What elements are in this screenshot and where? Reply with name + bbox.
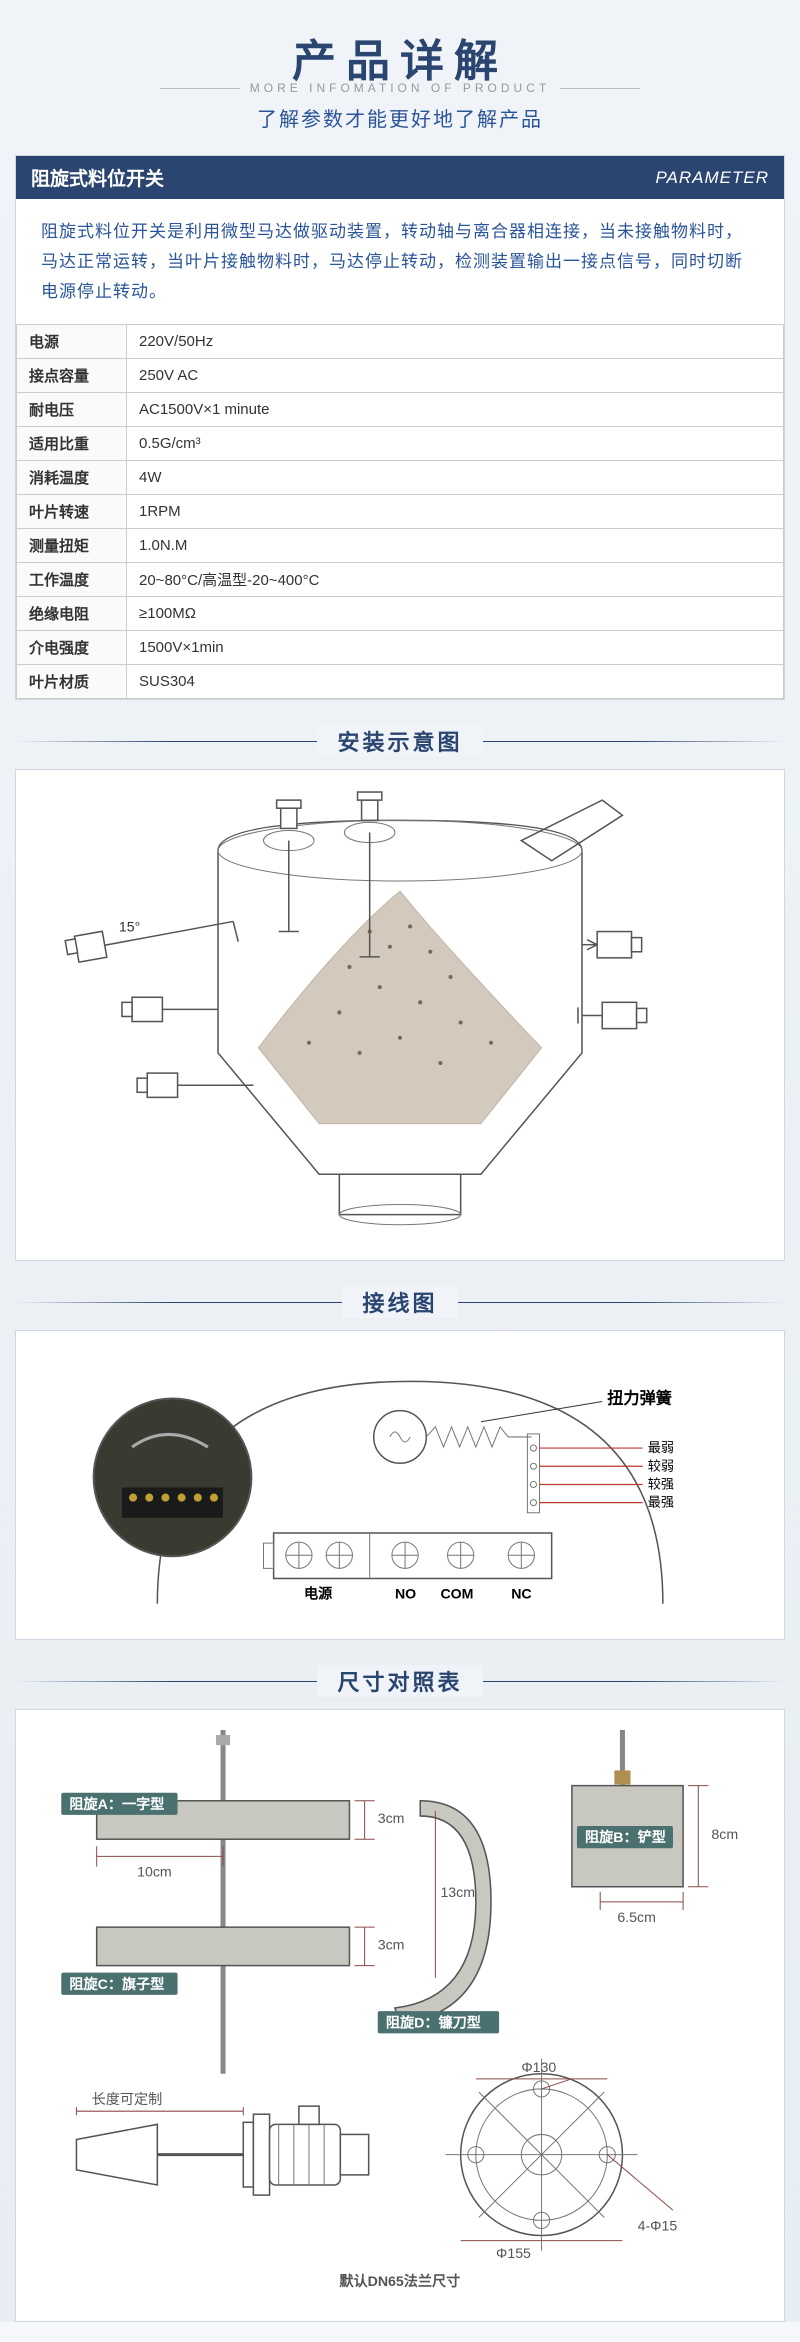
spec-key: 耐电压	[17, 393, 127, 427]
spec-row: 接点容量250V AC	[17, 359, 784, 393]
spec-value: 0.5G/cm³	[127, 427, 784, 461]
spec-value: AC1500V×1 minute	[127, 393, 784, 427]
section-title-dimensions: 尺寸对照表	[0, 1665, 800, 1697]
type-c-label: 阻旋C：旗子型	[69, 1976, 164, 1992]
spec-row: 叶片转速1RPM	[17, 495, 784, 529]
panel-title: 阻旋式料位开关	[31, 164, 164, 191]
dim-b-w: 6.5cm	[617, 1909, 656, 1925]
spec-key: 叶片材质	[17, 665, 127, 699]
header-title: 产品详解	[0, 25, 800, 89]
header-subtitle-en: MORE INFOMATION OF PRODUCT	[0, 81, 800, 95]
terminal-nc: NC	[511, 1586, 531, 1602]
install-diagram: 15°	[15, 769, 785, 1261]
parameter-panel-header: 阻旋式料位开关 PARAMETER	[16, 156, 784, 199]
parameter-panel: 阻旋式料位开关 PARAMETER 阻旋式料位开关是利用微型马达做驱动装置，转动…	[15, 155, 785, 700]
spec-value: ≥100MΩ	[127, 597, 784, 631]
spec-value: SUS304	[127, 665, 784, 699]
spec-row: 耐电压AC1500V×1 minute	[17, 393, 784, 427]
spec-row: 适用比重0.5G/cm³	[17, 427, 784, 461]
dim-c-h: 3cm	[378, 1936, 405, 1952]
spec-row: 绝缘电阻≥100MΩ	[17, 597, 784, 631]
spec-value: 1500V×1min	[127, 631, 784, 665]
page-header: 产品详解 MORE INFOMATION OF PRODUCT 了解参数才能更好…	[0, 0, 800, 147]
spec-value: 250V AC	[127, 359, 784, 393]
spec-value: 20~80°C/高温型-20~400°C	[127, 563, 784, 597]
flange-d2: Φ155	[496, 2245, 531, 2261]
terminal-com: COM	[440, 1586, 473, 1602]
spec-key: 适用比重	[17, 427, 127, 461]
parameter-description: 阻旋式料位开关是利用微型马达做驱动装置，转动轴与离合器相连接，当未接触物料时，马…	[16, 199, 784, 324]
dim-d-h: 13cm	[440, 1884, 475, 1900]
spec-key: 绝缘电阻	[17, 597, 127, 631]
spec-key: 电源	[17, 325, 127, 359]
spec-key: 测量扭矩	[17, 529, 127, 563]
spec-row: 测量扭矩1.0N.M	[17, 529, 784, 563]
spec-table: 电源220V/50Hz接点容量250V AC耐电压AC1500V×1 minut…	[16, 324, 784, 699]
flange-note: 默认DN65法兰尺寸	[339, 2273, 460, 2289]
strength-2: 较弱	[648, 1458, 674, 1473]
dim-b-h: 8cm	[711, 1826, 738, 1842]
spec-row: 电源220V/50Hz	[17, 325, 784, 359]
spec-row: 介电强度1500V×1min	[17, 631, 784, 665]
type-b-label: 阻旋B：铲型	[585, 1829, 666, 1845]
header-subtitle-cn: 了解参数才能更好地了解产品	[0, 103, 800, 132]
strength-4: 最强	[648, 1495, 674, 1510]
section-title-wiring: 接线图	[0, 1286, 800, 1318]
custom-length: 长度可定制	[92, 2091, 163, 2107]
angle-label: 15°	[119, 919, 140, 935]
spec-row: 消耗温度4W	[17, 461, 784, 495]
strength-3: 较强	[648, 1477, 674, 1492]
spec-value: 4W	[127, 461, 784, 495]
spec-row: 工作温度20~80°C/高温型-20~400°C	[17, 563, 784, 597]
spec-key: 工作温度	[17, 563, 127, 597]
spring-label: 扭力弹簧	[607, 1389, 672, 1408]
wiring-diagram: 最弱 较弱 较强 最强 扭力弹簧 电源 NO COM NC	[15, 1330, 785, 1640]
type-a-label: 阻旋A：一字型	[69, 1796, 164, 1812]
strength-1: 最弱	[648, 1440, 674, 1455]
terminal-no: NO	[395, 1586, 416, 1602]
flange-d1: Φ130	[521, 2059, 556, 2075]
spec-value: 1.0N.M	[127, 529, 784, 563]
spec-row: 叶片材质SUS304	[17, 665, 784, 699]
spec-key: 消耗温度	[17, 461, 127, 495]
dim-a-len: 10cm	[137, 1864, 172, 1880]
panel-title-en: PARAMETER	[655, 168, 769, 188]
dim-a-h: 3cm	[378, 1810, 405, 1826]
section-title-install: 安装示意图	[0, 725, 800, 757]
dimensions-diagram: 阻旋A：一字型 3cm 10cm 阻旋C：旗子型 3cm 阻旋D：镰刀型 13c…	[15, 1709, 785, 2322]
spec-key: 介电强度	[17, 631, 127, 665]
spec-key: 叶片转速	[17, 495, 127, 529]
type-d-label: 阻旋D：镰刀型	[386, 2014, 481, 2030]
terminal-power: 电源	[304, 1586, 333, 1602]
flange-d3: 4-Φ15	[638, 2217, 678, 2233]
spec-value: 220V/50Hz	[127, 325, 784, 359]
spec-key: 接点容量	[17, 359, 127, 393]
spec-value: 1RPM	[127, 495, 784, 529]
